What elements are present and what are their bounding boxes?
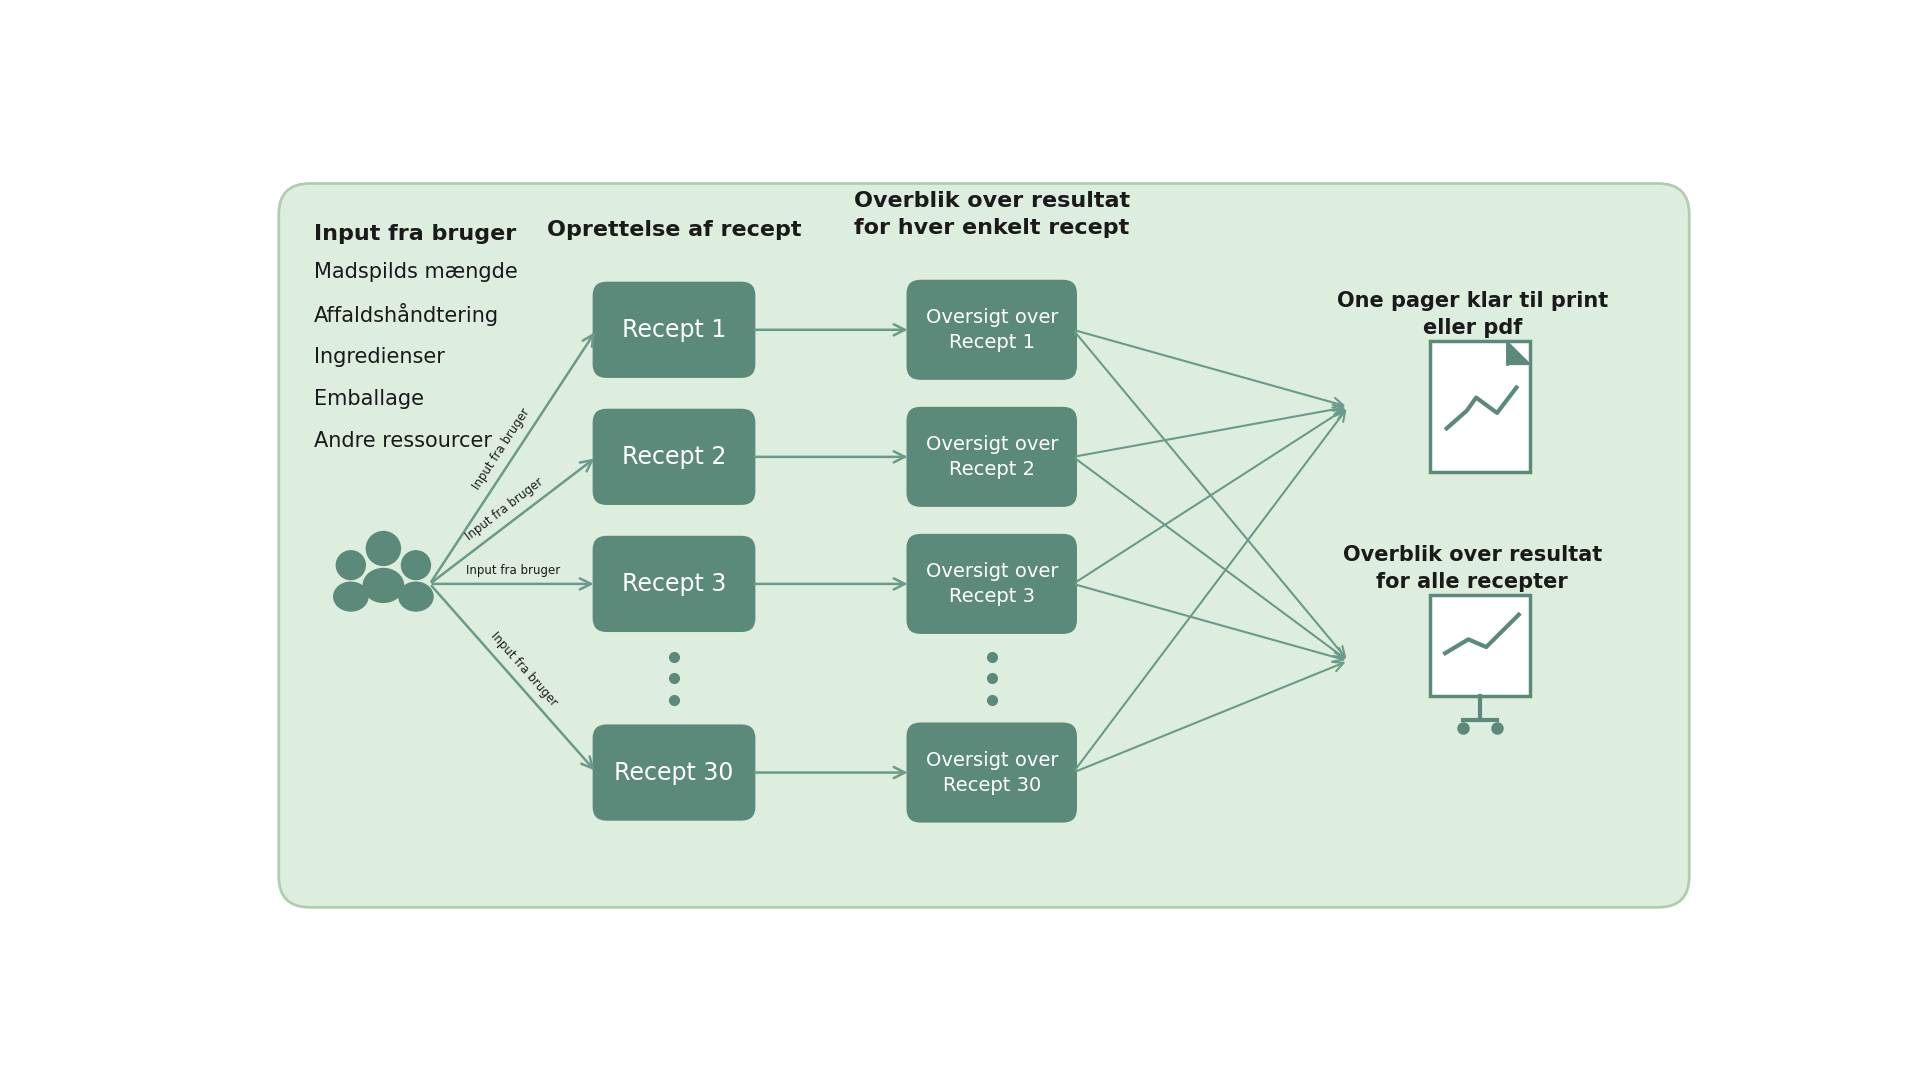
Text: Emballage: Emballage bbox=[313, 389, 424, 409]
FancyBboxPatch shape bbox=[593, 282, 755, 378]
FancyBboxPatch shape bbox=[906, 723, 1077, 823]
Text: Input fra bruger: Input fra bruger bbox=[470, 406, 532, 492]
Text: Ingredienser: Ingredienser bbox=[313, 347, 445, 367]
FancyBboxPatch shape bbox=[278, 184, 1690, 907]
Text: Recept 30: Recept 30 bbox=[614, 760, 733, 784]
Text: Recept 3: Recept 3 bbox=[622, 572, 726, 596]
Text: Recept 2: Recept 2 bbox=[622, 445, 726, 469]
Text: Oversigt over
Recept 30: Oversigt over Recept 30 bbox=[925, 751, 1058, 795]
Ellipse shape bbox=[334, 582, 369, 611]
Text: Affaldshåndtering: Affaldshåndtering bbox=[313, 302, 499, 326]
Ellipse shape bbox=[399, 582, 434, 611]
Text: Madspilds mængde: Madspilds mængde bbox=[313, 262, 516, 282]
FancyBboxPatch shape bbox=[593, 725, 755, 821]
FancyBboxPatch shape bbox=[906, 534, 1077, 634]
FancyBboxPatch shape bbox=[906, 280, 1077, 380]
Text: Oprettelse af recept: Oprettelse af recept bbox=[547, 219, 801, 240]
Text: Input fra bruger: Input fra bruger bbox=[313, 224, 516, 244]
Circle shape bbox=[336, 551, 365, 580]
Text: Oversigt over
Recept 1: Oversigt over Recept 1 bbox=[925, 308, 1058, 352]
FancyBboxPatch shape bbox=[593, 408, 755, 505]
Text: Recept 1: Recept 1 bbox=[622, 318, 726, 341]
Text: One pager klar til print
eller pdf: One pager klar til print eller pdf bbox=[1336, 292, 1607, 338]
Text: Input fra bruger: Input fra bruger bbox=[463, 475, 545, 543]
Circle shape bbox=[367, 531, 401, 566]
FancyBboxPatch shape bbox=[906, 407, 1077, 507]
Text: Input fra bruger: Input fra bruger bbox=[467, 564, 561, 577]
Text: Overblik over resultat
for alle recepter: Overblik over resultat for alle recepter bbox=[1342, 545, 1601, 592]
Text: Oversigt over
Recept 2: Oversigt over Recept 2 bbox=[925, 435, 1058, 478]
Text: Andre ressourcer: Andre ressourcer bbox=[313, 431, 492, 451]
Text: Overblik over resultat
for hver enkelt recept: Overblik over resultat for hver enkelt r… bbox=[854, 191, 1129, 238]
Text: Oversigt over
Recept 3: Oversigt over Recept 3 bbox=[925, 562, 1058, 606]
Text: Input fra bruger: Input fra bruger bbox=[488, 630, 559, 708]
FancyBboxPatch shape bbox=[593, 536, 755, 632]
FancyBboxPatch shape bbox=[1430, 341, 1530, 472]
Ellipse shape bbox=[363, 568, 403, 603]
FancyBboxPatch shape bbox=[1430, 595, 1530, 696]
Circle shape bbox=[401, 551, 430, 580]
Polygon shape bbox=[1507, 341, 1530, 364]
